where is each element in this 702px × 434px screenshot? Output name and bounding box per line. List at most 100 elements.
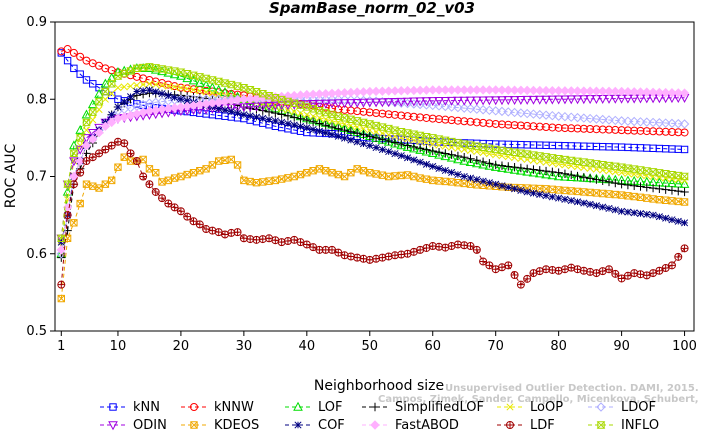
data-point <box>63 180 72 188</box>
data-point <box>642 117 652 127</box>
data-point <box>296 170 305 179</box>
data-point <box>290 113 299 122</box>
data-point <box>81 109 92 119</box>
data-point <box>667 186 677 195</box>
data-point <box>283 237 292 245</box>
data-point <box>107 176 116 185</box>
data-point <box>421 97 432 107</box>
data-point <box>75 145 86 155</box>
data-point <box>371 121 381 130</box>
data-point <box>484 105 495 116</box>
data-point <box>415 85 425 95</box>
data-point <box>328 168 336 177</box>
data-point <box>617 126 626 135</box>
data-point <box>680 145 689 154</box>
data-point <box>667 261 676 270</box>
data-point <box>202 88 210 96</box>
data-point <box>541 110 551 120</box>
data-point <box>359 118 368 127</box>
data-point <box>453 240 462 249</box>
data-point <box>133 81 141 89</box>
legend-marker <box>294 421 302 429</box>
legend-item-fastabod: FastABOD <box>362 418 459 433</box>
legend-marker <box>109 403 117 411</box>
data-point <box>246 235 255 244</box>
legend-item-loop: LoOP <box>497 400 563 415</box>
data-point <box>372 254 381 263</box>
legend-label: COF <box>318 418 345 433</box>
data-point <box>120 153 128 161</box>
data-point <box>605 204 613 213</box>
x-tick-label: 80 <box>550 339 567 354</box>
data-point <box>89 116 97 124</box>
data-point <box>680 128 689 137</box>
data-point <box>522 95 533 105</box>
data-point <box>188 75 199 85</box>
data-point <box>459 96 470 106</box>
data-point <box>89 80 97 88</box>
data-point <box>56 249 67 259</box>
data-point <box>277 110 286 119</box>
data-point <box>434 97 444 106</box>
data-point <box>170 203 179 212</box>
data-point <box>410 136 418 144</box>
data-point <box>680 198 689 206</box>
data-point <box>536 190 544 198</box>
data-point <box>434 101 444 111</box>
data-point <box>189 168 198 177</box>
data-point <box>383 86 394 96</box>
data-point <box>365 108 374 117</box>
data-point <box>284 106 292 114</box>
data-point <box>598 86 608 97</box>
data-point <box>484 96 495 106</box>
data-point <box>196 167 204 175</box>
data-point <box>251 102 262 112</box>
data-point <box>246 112 254 120</box>
data-point <box>679 88 690 98</box>
data-point <box>340 125 349 135</box>
data-point <box>171 93 179 101</box>
data-point <box>529 189 538 197</box>
data-point <box>240 111 248 119</box>
x-tick-label: 1 <box>57 339 65 354</box>
data-point <box>390 138 400 147</box>
data-point <box>308 100 318 109</box>
data-point <box>472 156 482 165</box>
data-point <box>553 111 564 121</box>
data-point <box>365 86 375 97</box>
data-point <box>440 101 451 112</box>
data-point <box>378 146 386 154</box>
data-point <box>440 151 451 161</box>
data-point <box>264 102 274 111</box>
data-point <box>100 87 110 96</box>
data-point <box>429 140 437 148</box>
data-point <box>460 117 469 126</box>
data-point <box>415 97 425 107</box>
data-point <box>214 157 223 165</box>
data-point <box>106 72 117 82</box>
legend-label: SimplifiedLOF <box>395 400 484 415</box>
series-inflo <box>56 63 689 242</box>
data-point <box>100 78 111 88</box>
data-point <box>403 141 412 150</box>
data-point <box>384 136 393 146</box>
data-point <box>126 82 135 90</box>
data-point <box>585 86 595 96</box>
data-point <box>667 128 676 137</box>
data-point <box>322 129 330 137</box>
data-point <box>378 109 387 118</box>
data-point <box>528 85 539 96</box>
legend-label: INFLO <box>621 418 659 433</box>
data-point <box>636 126 645 135</box>
data-point <box>315 127 323 135</box>
legend-marker <box>596 402 606 412</box>
data-point <box>82 157 91 166</box>
data-point <box>145 180 154 189</box>
data-point <box>598 176 607 185</box>
legend-item-inflo: INFLO <box>588 418 659 433</box>
data-point <box>611 125 620 134</box>
data-point <box>465 103 476 114</box>
data-point <box>680 244 689 253</box>
data-point <box>679 119 690 129</box>
